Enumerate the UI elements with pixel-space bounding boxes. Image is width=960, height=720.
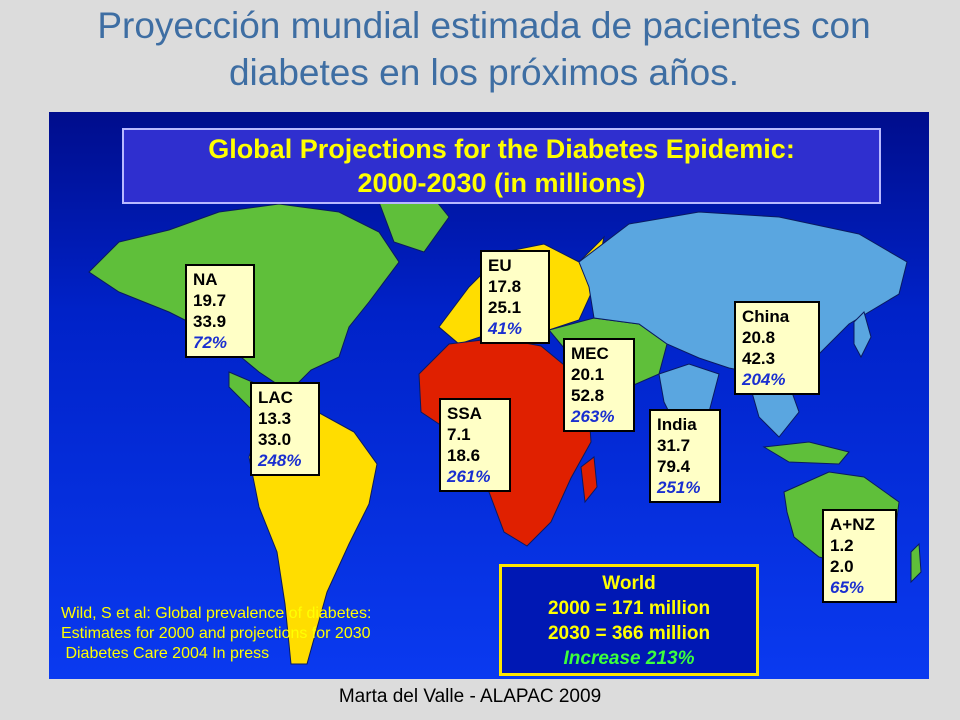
region-increase: 41% <box>488 319 523 338</box>
citation-line-2: Estimates for 2000 and projections for 2… <box>61 625 371 642</box>
region-box-lac: LAC 13.3 33.0 248% <box>250 382 320 476</box>
region-value-2000: 19.7 <box>193 291 227 310</box>
region-box-india: India 31.7 79.4 251% <box>649 409 721 503</box>
region-code: MEC <box>571 344 609 363</box>
region-value-2000: 1.2 <box>830 536 854 555</box>
landmass-japan <box>853 311 872 359</box>
region-box-na: NA 19.7 33.9 72% <box>185 264 255 358</box>
region-box-china: China 20.8 42.3 204% <box>734 301 820 395</box>
region-code: China <box>742 307 790 326</box>
region-value-2030: 2.0 <box>830 557 854 576</box>
heading-line-1: Global Projections for the Diabetes Epid… <box>208 134 795 164</box>
region-increase: 65% <box>830 578 865 597</box>
region-code: NA <box>193 270 218 289</box>
region-box-mec: MEC 20.1 52.8 263% <box>563 338 635 432</box>
region-value-2030: 79.4 <box>657 457 691 476</box>
region-box-ssa: SSA 7.1 18.6 261% <box>439 398 511 492</box>
region-value-2000: 20.1 <box>571 365 605 384</box>
citation-line-3: Diabetes Care 2004 In press <box>61 645 270 662</box>
landmass-madagascar <box>580 456 598 504</box>
region-value-2000: 13.3 <box>258 409 292 428</box>
slide-title: Proyección mundial estimada de pacientes… <box>14 2 954 96</box>
region-value-2030: 42.3 <box>742 349 776 368</box>
region-value-2030: 25.1 <box>488 298 522 317</box>
slide-title-line-2: diabetes en los próximos años. <box>228 52 740 93</box>
region-value-2030: 18.6 <box>447 446 481 465</box>
region-code: A+NZ <box>830 515 875 534</box>
region-code: LAC <box>258 388 293 407</box>
region-value-2000: 7.1 <box>447 425 471 444</box>
region-increase: 248% <box>258 451 302 470</box>
world-2000: 2000 = 171 million <box>547 598 711 619</box>
region-code: EU <box>488 256 512 275</box>
region-code: India <box>657 415 697 434</box>
region-code: SSA <box>447 404 482 423</box>
landmass-new-zealand <box>910 542 922 584</box>
world-summary-box: World 2000 = 171 million 2030 = 366 mill… <box>499 564 759 676</box>
citation-line-1: Wild, S et al: Global prevalence of diab… <box>61 605 372 622</box>
chart-heading: Global Projections for the Diabetes Epid… <box>122 128 881 204</box>
region-increase: 251% <box>657 478 701 497</box>
region-value-2030: 33.0 <box>258 430 292 449</box>
region-value-2000: 17.8 <box>488 277 522 296</box>
source-citation: Wild, S et al: Global prevalence of diab… <box>61 604 481 664</box>
world-map-panel: Global Projections for the Diabetes Epid… <box>49 112 929 679</box>
landmass-indonesia <box>762 441 850 465</box>
heading-line-2: 2000-2030 (in millions) <box>357 168 646 198</box>
region-value-2030: 52.8 <box>571 386 605 405</box>
region-box-eu: EU 17.8 25.1 41% <box>480 250 550 344</box>
region-increase: 72% <box>193 333 228 352</box>
slide-title-line-1: Proyección mundial estimada de pacientes… <box>97 5 871 46</box>
world-title: World <box>602 573 656 594</box>
world-2030: 2030 = 366 million <box>547 623 711 644</box>
region-increase: 204% <box>742 370 786 389</box>
region-value-2030: 33.9 <box>193 312 227 331</box>
region-box-anz: A+NZ 1.2 2.0 65% <box>822 509 897 603</box>
region-increase: 261% <box>447 467 491 486</box>
region-value-2000: 20.8 <box>742 328 776 347</box>
world-increase: Increase 213% <box>563 648 695 669</box>
region-increase: 263% <box>571 407 615 426</box>
footer-credit: Marta del Valle - ALAPAC 2009 <box>338 686 602 707</box>
region-value-2000: 31.7 <box>657 436 691 455</box>
